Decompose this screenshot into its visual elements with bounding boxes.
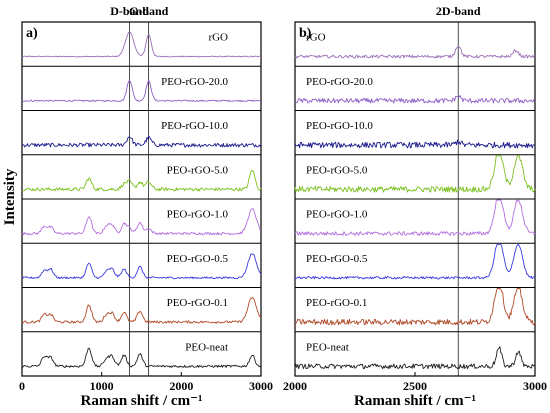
series-label: PEO-neat <box>306 341 349 353</box>
spectrum-trace <box>294 288 536 326</box>
spectrum-trace <box>21 207 262 236</box>
band-label: D-band <box>110 4 149 18</box>
series-label: PEO-rGO-5.0 <box>167 164 229 176</box>
series-label: PEO-rGO-1.0 <box>306 209 368 221</box>
series-label: PEO-rGO-0.5 <box>167 253 229 265</box>
series-label: PEO-neat <box>185 341 228 353</box>
y-axis-label: Intensity <box>2 168 18 225</box>
spectrum-trace <box>21 347 262 368</box>
series-label: PEO-rGO-1.0 <box>167 209 229 221</box>
x-tick-label: 3000 <box>249 379 273 393</box>
panel-label: a) <box>26 26 38 41</box>
spectrum-trace <box>294 95 536 104</box>
x-axis-label: Raman shift / cm⁻¹ <box>81 393 203 409</box>
series-label: PEO-rGO-10.0 <box>161 120 228 132</box>
spectrum-trace <box>294 46 536 59</box>
spectrum-trace <box>21 31 262 58</box>
x-axis-label: Raman shift / cm⁻¹ <box>354 393 476 409</box>
series-label: rGO <box>306 32 326 44</box>
series-label: PEO-rGO-0.1 <box>167 297 228 309</box>
band-label: 2D-band <box>436 4 481 18</box>
spectrum-trace <box>294 155 536 193</box>
x-tick-label: 2500 <box>403 379 427 393</box>
series-label: PEO-rGO-20.0 <box>306 76 373 88</box>
x-tick-label: 2000 <box>169 379 193 393</box>
x-tick-label: 0 <box>19 379 25 393</box>
band-label: G-band <box>129 4 169 18</box>
spectrum-trace <box>21 253 262 280</box>
spectrum-trace <box>294 243 536 280</box>
spectrum-trace <box>294 346 536 370</box>
panel-b: b) 2D-band rGO PEO-rGO-20.0 PEO-rGO-10.0 PEO-… <box>283 4 547 409</box>
spectrum-trace <box>21 296 262 324</box>
series-label: rGO <box>208 32 228 44</box>
x-tick-label: 2000 <box>283 379 307 393</box>
series-label: PEO-rGO-20.0 <box>161 76 228 88</box>
spectrum-trace <box>294 139 536 149</box>
spectrum-trace <box>294 199 536 236</box>
panel-label: b) <box>299 26 312 41</box>
x-tick-label: 3000 <box>523 379 547 393</box>
spectrum-trace <box>21 135 262 148</box>
x-tick-label: 1000 <box>90 379 114 393</box>
series-label: PEO-rGO-0.5 <box>306 253 368 265</box>
spectrum-trace <box>21 169 262 192</box>
series-label: PEO-rGO-5.0 <box>306 164 368 176</box>
series-label: PEO-rGO-0.1 <box>306 297 367 309</box>
series-label: PEO-rGO-10.0 <box>306 120 373 132</box>
spectrum-trace <box>21 80 262 102</box>
